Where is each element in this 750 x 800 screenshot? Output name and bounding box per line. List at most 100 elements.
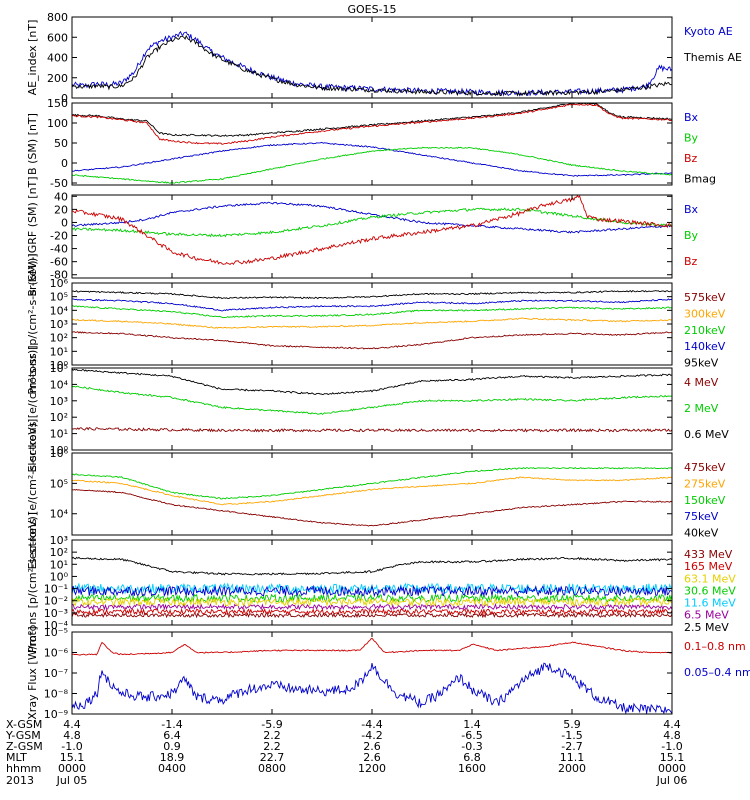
legend-entry: 165 MeV	[684, 560, 733, 573]
xaxis-value: -1.5	[561, 729, 582, 742]
series-line-1	[71, 201, 673, 234]
y-tick-label: 10⁻⁸	[44, 688, 69, 701]
legend-entry: Bz	[684, 255, 698, 268]
y-tick-label: 400	[47, 52, 68, 65]
series-line-4	[71, 592, 673, 604]
series-line-7	[71, 612, 673, 619]
xaxis-value: 18.9	[160, 751, 185, 764]
y-tick-label: 10⁻⁷	[44, 667, 68, 680]
xaxis-value: 2000	[558, 762, 586, 775]
xaxis-row-label: Y-GSM	[5, 729, 41, 742]
legend-entry: By	[684, 229, 699, 242]
xaxis-value: 11.1	[560, 751, 585, 764]
x-axis-table: X-GSM 4.4 -1.4 -5.9 -4.4 1.4 5.9 4.4 Y-GSM 4.8 6.4…	[5, 718, 687, 787]
legend-entry: 6.5 MeV	[684, 609, 729, 622]
series-line-3	[71, 194, 673, 266]
panel-2: B (SM) [nT] -50 0 50 100 150 Bx By Bz Bmag	[26, 97, 716, 190]
xaxis-value: -2.7	[561, 740, 582, 753]
series-line-2	[71, 385, 673, 415]
y-tick-label: 0	[61, 157, 68, 170]
xaxis-value: 0000	[58, 762, 86, 775]
y-tick-label: 0	[61, 92, 68, 105]
legend-entry: 2.5 MeV	[684, 621, 729, 634]
series-line-6	[71, 607, 673, 616]
xaxis-row-label: MLT	[6, 751, 27, 764]
series-line-5	[71, 331, 673, 350]
plot-title: GOES-15	[347, 3, 396, 16]
panel-ylabel: Protons [p/(cm²-s-sr-keV)]	[26, 253, 39, 394]
series-line-5	[71, 596, 673, 608]
panel-frame	[71, 452, 673, 536]
panel-8: Xray Flux [W/m²] 10⁻⁹ 10⁻⁸ 10⁻⁷ 10⁻⁶ 10⁻⁵ 0.1–…	[26, 626, 750, 721]
y-tick-label: -20	[50, 230, 68, 243]
xaxis-value: 1600	[458, 762, 486, 775]
y-tick-label: 600	[47, 31, 68, 44]
series-line-8	[71, 584, 673, 598]
series-line-3	[71, 142, 672, 177]
xaxis-value: 1200	[358, 762, 386, 775]
y-tick-label: 10⁵	[50, 291, 68, 304]
legend-entry: 0.05–0.4 nm	[684, 666, 750, 679]
series-line-2	[71, 207, 673, 238]
xaxis-value: 4.8	[63, 729, 81, 742]
legend-entry: 95keV	[684, 357, 719, 370]
panel-frame	[71, 282, 673, 366]
series-line-3	[71, 305, 673, 319]
xaxis-value: 0400	[158, 762, 186, 775]
y-tick-label: 10⁻⁶	[44, 647, 69, 660]
legend-entry: Bx	[684, 203, 699, 216]
panel-ylabel: AE_index [nT]	[26, 20, 39, 96]
panel-frame	[71, 367, 673, 451]
xaxis-row-label: hhmm	[6, 762, 41, 775]
y-tick-label: 10⁴	[50, 508, 69, 521]
xaxis-value: 4.8	[663, 729, 681, 742]
y-tick-label: 10⁻¹	[44, 583, 68, 596]
legend-entry: 475keV	[684, 461, 726, 474]
legend-entry: 0.6 MeV	[684, 428, 729, 441]
xaxis-value: 0800	[258, 762, 286, 775]
y-tick-label: 10⁶	[50, 447, 69, 460]
xaxis-value: -5.9	[261, 718, 282, 731]
xaxis-row-label: X-GSM	[6, 718, 42, 731]
y-tick-label: 150	[47, 97, 68, 110]
legend-entry: 2 MeV	[684, 402, 719, 415]
legend-entry: 4 MeV	[684, 376, 719, 389]
y-tick-label: 200	[47, 72, 68, 85]
legend-entry: Bz	[684, 152, 698, 165]
panel-ylabel: Electrons [e/(cm²-s-sr)]	[26, 345, 39, 472]
xaxis-row-label: Z-GSM	[6, 740, 43, 753]
panel-ylabel: Protons [p/(cm²-s-sr-keV)]	[26, 512, 39, 653]
y-tick-label: 10³	[50, 395, 68, 408]
xaxis-value: Jul 06	[656, 774, 688, 787]
y-tick-label: -80	[50, 269, 68, 282]
xaxis-value: 5.9	[563, 718, 581, 731]
legend-entry: 75keV	[684, 510, 719, 523]
legend-entry: Bmag	[684, 173, 716, 186]
y-tick-label: 20	[54, 203, 68, 216]
y-tick-label: 10⁵	[50, 362, 68, 375]
xaxis-value: 22.7	[260, 751, 285, 764]
legend-entry: Themis AE	[683, 51, 742, 64]
xaxis-value: 15.1	[60, 751, 85, 764]
y-tick-label: 10¹	[50, 428, 68, 441]
xaxis-value: 2.2	[263, 740, 281, 753]
xaxis-value: 6.8	[463, 751, 481, 764]
y-tick-label: 10⁶	[50, 277, 69, 290]
xaxis-value: -1.0	[661, 740, 682, 753]
legend-entry: 11.6 MeV	[684, 597, 736, 610]
panel-frame	[71, 16, 673, 99]
series-line-1	[71, 290, 673, 300]
xaxis-value: 1.4	[463, 718, 481, 731]
y-tick-label: 10⁰	[50, 570, 69, 583]
panel-ylabel: Xray Flux [W/m²]	[26, 626, 39, 719]
legend-entry: 210keV	[684, 324, 726, 337]
series-line-3	[71, 427, 673, 433]
legend-entry: 40keV	[684, 527, 719, 540]
panel-frame	[71, 102, 673, 186]
xaxis-value: -1.4	[161, 718, 182, 731]
panel-ylabel: B (SM) [nT]	[26, 113, 39, 175]
series-line-1	[71, 467, 673, 500]
